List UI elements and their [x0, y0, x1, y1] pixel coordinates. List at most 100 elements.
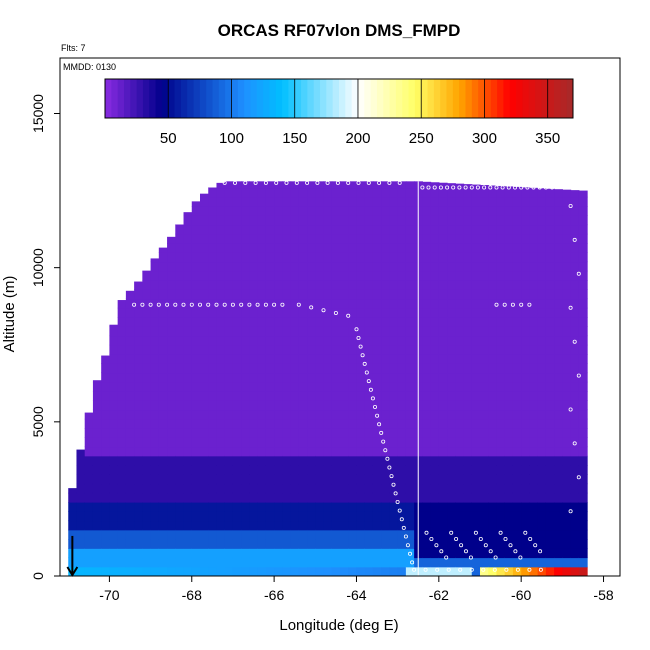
- heatmap-cell: [134, 307, 143, 318]
- heatmap-cell: [150, 289, 160, 300]
- heatmap-cell: [142, 317, 152, 327]
- heatmap-cell: [175, 465, 185, 475]
- x-tick-label: -66: [264, 587, 284, 603]
- heatmap-cell: [504, 483, 514, 494]
- heatmap-cell: [537, 196, 547, 207]
- heatmap-cell: [405, 252, 415, 263]
- heatmap-cell: [158, 307, 168, 318]
- heatmap-cell: [405, 354, 415, 364]
- heatmap-cell: [348, 381, 358, 392]
- heatmap-cell: [224, 511, 234, 522]
- heatmap-cell: [471, 184, 481, 189]
- heatmap-cell: [158, 335, 168, 346]
- heatmap-cell: [578, 511, 588, 522]
- track-marker: [550, 185, 555, 190]
- heatmap-cell: [315, 483, 325, 494]
- heatmap-cell: [241, 252, 251, 263]
- track-marker: [389, 474, 394, 479]
- heatmap-cell: [241, 233, 251, 244]
- heatmap-cell: [142, 270, 152, 272]
- heatmap-cell: [92, 391, 102, 401]
- heatmap-cell: [142, 335, 152, 346]
- heatmap-cell: [200, 252, 209, 263]
- heatmap-cell: [463, 261, 473, 272]
- heatmap-cell: [191, 363, 201, 374]
- heatmap-cell: [356, 437, 366, 448]
- heatmap-cell: [512, 317, 522, 327]
- heatmap-cell: [430, 455, 440, 466]
- colorbar-segment: [142, 79, 150, 118]
- heatmap-cell: [496, 252, 506, 263]
- heatmap-cell: [158, 520, 168, 531]
- heatmap-cell: [224, 381, 234, 392]
- heatmap-cell: [529, 511, 539, 522]
- heatmap-cell: [200, 492, 209, 503]
- heatmap-cell: [488, 187, 498, 198]
- heatmap-cell: [537, 483, 547, 494]
- heatmap-cell: [175, 520, 185, 531]
- heatmap-cell: [455, 363, 465, 374]
- heatmap-cell: [348, 270, 358, 281]
- heatmap-cell: [381, 181, 391, 189]
- heatmap-cell: [134, 317, 143, 327]
- heatmap-cell: [340, 233, 349, 244]
- heatmap-cell: [282, 437, 292, 448]
- heatmap-cell: [216, 455, 226, 466]
- heatmap-cell: [331, 428, 341, 438]
- track-marker: [576, 373, 581, 378]
- heatmap-cell: [241, 381, 251, 392]
- heatmap-cell: [455, 187, 465, 198]
- heatmap-cell: [216, 409, 226, 420]
- heatmap-cell: [381, 428, 391, 438]
- heatmap-cell: [224, 474, 234, 485]
- heatmap-cell: [570, 196, 580, 207]
- heatmap-cell: [150, 437, 160, 448]
- heatmap-cell: [265, 409, 275, 420]
- heatmap-cell: [578, 428, 588, 438]
- heatmap-cell: [216, 270, 226, 281]
- heatmap-cell: [463, 381, 473, 392]
- heatmap-cell: [438, 502, 448, 512]
- heatmap-cell: [274, 363, 283, 374]
- heatmap-cell: [307, 280, 316, 290]
- track-marker: [280, 302, 285, 307]
- heatmap-cell: [389, 557, 399, 568]
- heatmap-cell: [545, 298, 555, 309]
- colorbar-segment: [307, 79, 315, 118]
- heatmap-cell: [554, 529, 563, 540]
- colorbar-segment: [554, 79, 561, 118]
- heatmap-cell: [422, 187, 432, 198]
- heatmap-cell: [167, 446, 176, 457]
- colorbar-segment: [478, 79, 485, 118]
- heatmap-cell: [480, 215, 489, 226]
- heatmap-cell: [480, 185, 489, 189]
- heatmap-cell: [307, 363, 316, 374]
- heatmap-cell: [290, 307, 300, 318]
- colorbar-segment: [560, 79, 568, 118]
- heatmap-cell: [504, 400, 514, 411]
- heatmap-cell: [570, 215, 580, 226]
- heatmap-cell: [282, 455, 292, 466]
- heatmap-cell: [282, 465, 292, 475]
- heatmap-cell: [578, 190, 588, 198]
- heatmap-cell: [340, 344, 349, 355]
- track-marker: [405, 543, 410, 548]
- heatmap-cell: [422, 428, 432, 438]
- heatmap-cell: [537, 455, 547, 466]
- heatmap-cell: [512, 418, 522, 429]
- heatmap-cell: [455, 400, 465, 411]
- heatmap-cell: [529, 252, 539, 263]
- heatmap-cell: [315, 418, 325, 429]
- heatmap-cell: [232, 391, 242, 401]
- heatmap-cell: [216, 317, 226, 327]
- heatmap-cell: [274, 400, 283, 411]
- heatmap-cell: [496, 280, 506, 290]
- heatmap-cell: [372, 233, 382, 244]
- heatmap-cell: [463, 446, 473, 457]
- heatmap-cell: [554, 189, 563, 198]
- heatmap-cell: [405, 317, 415, 327]
- heatmap-cell: [578, 474, 588, 485]
- heatmap-cell: [158, 344, 168, 355]
- heatmap-cell: [298, 344, 308, 355]
- heatmap-cell: [389, 539, 399, 549]
